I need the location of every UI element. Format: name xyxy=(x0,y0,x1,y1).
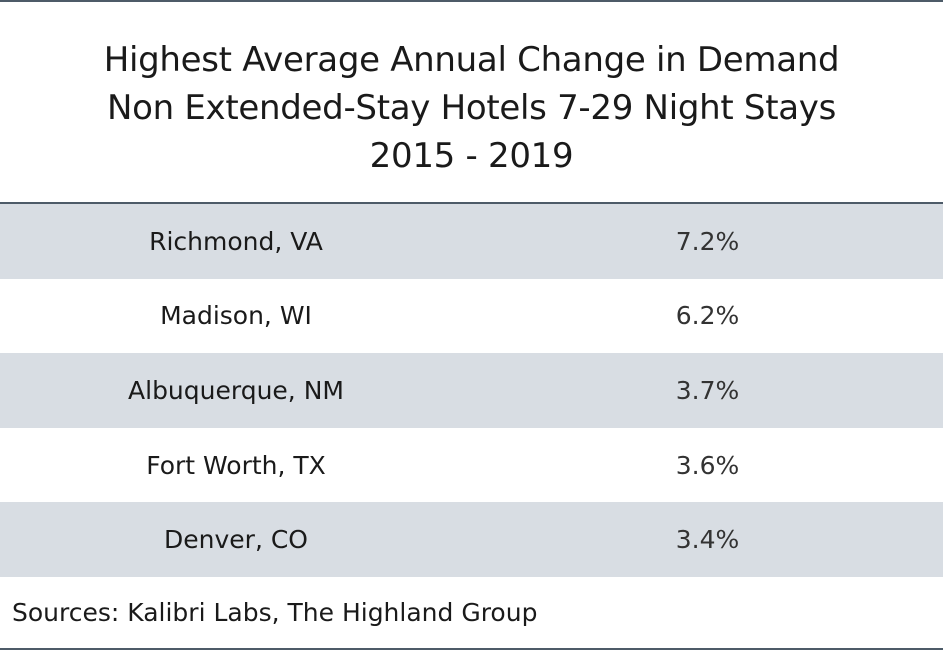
table-row: Richmond, VA 7.2% xyxy=(0,204,943,279)
city-cell: Madison, WI xyxy=(160,301,312,331)
source-note: Sources: Kalibri Labs, The Highland Grou… xyxy=(0,577,943,650)
table-row: Denver, CO 3.4% xyxy=(0,502,943,577)
title-line: 2015 - 2019 xyxy=(369,136,574,176)
table: Richmond, VA 7.2% Madison, WI 6.2% Albuquerq… xyxy=(0,202,943,577)
city-cell: Albuquerque, NM xyxy=(128,375,344,405)
value-cell: 3.7% xyxy=(675,375,740,405)
city-cell: Richmond, VA xyxy=(149,226,323,256)
title-line: Non Extended-Stay Hotels 7-29 Night Stay… xyxy=(106,88,836,128)
table-row: Fort Worth, TX 3.6% xyxy=(0,428,943,503)
city-cell: Denver, CO xyxy=(164,525,308,555)
title: Highest Average Annual Change in Demand N… xyxy=(0,2,943,202)
table-row: Albuquerque, NM 3.7% xyxy=(0,353,943,428)
value-cell: 3.4% xyxy=(675,525,740,555)
value-cell: 3.6% xyxy=(675,450,740,480)
city-cell: Fort Worth, TX xyxy=(146,450,326,480)
value-cell: 6.2% xyxy=(675,301,740,331)
table-row: Madison, WI 6.2% xyxy=(0,279,943,354)
value-cell: 7.2% xyxy=(675,226,740,256)
title-line: Highest Average Annual Change in Demand xyxy=(103,40,840,80)
